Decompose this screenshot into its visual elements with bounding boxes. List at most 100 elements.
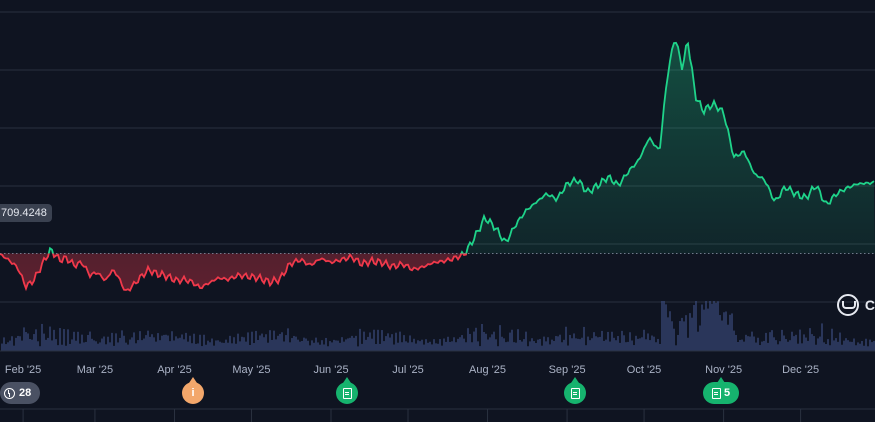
volume-bar (867, 346, 869, 351)
volume-bar (639, 338, 641, 351)
volume-bar (281, 332, 283, 351)
document-event-button[interactable] (336, 382, 358, 404)
volume-bar (591, 338, 593, 351)
volume-bar (129, 339, 131, 351)
volume-bar (285, 335, 287, 351)
volume-bar (831, 328, 833, 351)
volume-bar (7, 342, 9, 351)
volume-bar (275, 339, 277, 351)
volume-bar (749, 336, 751, 351)
volume-bar (737, 341, 739, 351)
watermark-logo: C (836, 292, 875, 318)
volume-bar (621, 330, 623, 351)
volume-bar (799, 329, 801, 351)
volume-bar (375, 344, 377, 351)
history-events-button[interactable]: 28 (0, 382, 40, 404)
volume-bar (387, 333, 389, 351)
volume-bar (241, 336, 243, 351)
volume-bar (603, 340, 605, 351)
volume-bar (451, 341, 453, 351)
volume-bar (61, 344, 63, 351)
volume-bar (181, 334, 183, 351)
grouped-document-events-button[interactable]: 5 (703, 382, 739, 404)
volume-bar (531, 338, 533, 351)
volume-bar (377, 329, 379, 351)
volume-bar (173, 340, 175, 351)
volume-bar (235, 343, 237, 351)
volume-bar (529, 341, 531, 351)
watermark-letter: C (864, 297, 875, 313)
volume-bar (807, 340, 809, 351)
volume-bar (595, 336, 597, 351)
volume-bar (825, 344, 827, 351)
volume-bar (823, 342, 825, 351)
volume-bar (673, 328, 675, 351)
volume-bar (249, 344, 251, 351)
volume-bar (743, 341, 745, 351)
gridlines (0, 11, 875, 303)
volume-bar (123, 335, 125, 351)
volume-bar (515, 342, 517, 351)
volume-bar (571, 338, 573, 351)
volume-bar (79, 343, 81, 351)
volume-bar (203, 334, 205, 351)
volume-bar (495, 339, 497, 351)
document-event-button[interactable] (564, 382, 586, 404)
volume-bar (243, 337, 245, 351)
volume-bar (257, 339, 259, 351)
info-event-button[interactable]: i (182, 382, 204, 404)
volume-bar (669, 311, 671, 351)
volume-bar (559, 334, 561, 351)
volume-bar (305, 338, 307, 351)
volume-bar (565, 326, 567, 351)
volume-bar (689, 313, 691, 351)
volume-bar (473, 331, 475, 351)
volume-bar (189, 335, 191, 351)
volume-bar (681, 317, 683, 351)
volume-bar (53, 329, 55, 351)
volume-bar (607, 331, 609, 351)
volume-bar (687, 337, 689, 351)
volume-bar (819, 336, 821, 351)
volume-bar (785, 339, 787, 351)
volume-bar (109, 342, 111, 351)
volume-bar (533, 341, 535, 351)
volume-bar (627, 341, 629, 351)
volume-bar (423, 344, 425, 351)
volume-bar (741, 339, 743, 351)
volume-bar (69, 343, 71, 351)
volume-bar (205, 344, 207, 351)
volume-bar (159, 340, 161, 351)
volume-bar (89, 331, 91, 351)
volume-bar (309, 345, 311, 351)
volume-bar (751, 331, 753, 351)
volume-bar (599, 336, 601, 351)
volume-bar (245, 341, 247, 351)
price-areas (0, 42, 875, 291)
volume-bar (815, 344, 817, 351)
volume-bar (283, 341, 285, 351)
volume-bar (755, 342, 757, 351)
volume-bar (11, 336, 13, 351)
volume-bar (633, 345, 635, 351)
volume-bar (133, 332, 135, 351)
volume-bar (713, 301, 715, 351)
volume-bar (719, 315, 721, 351)
volume-bar (99, 342, 101, 351)
volume-bar (683, 321, 685, 351)
volume-bar (353, 337, 355, 351)
volume-bar (449, 341, 451, 351)
volume-bar (49, 326, 51, 351)
volume-bar (809, 328, 811, 351)
volume-bar (461, 335, 463, 351)
volume-bar (509, 332, 511, 351)
volume-bar (625, 342, 627, 351)
volume-bar (55, 339, 57, 351)
volume-bar (29, 339, 31, 351)
volume-bar (13, 345, 15, 351)
volume-bar (85, 341, 87, 351)
volume-bar (855, 345, 857, 351)
volume-bar (267, 342, 269, 351)
volume-bar (653, 336, 655, 351)
